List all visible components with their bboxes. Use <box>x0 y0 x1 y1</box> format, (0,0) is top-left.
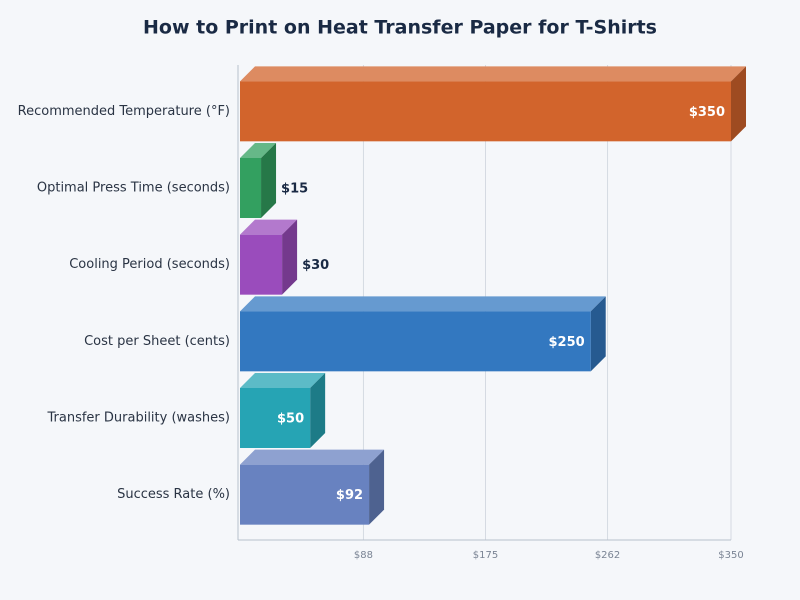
bar <box>240 234 283 295</box>
bar-side <box>310 373 326 448</box>
x-tick-label: $175 <box>473 550 498 561</box>
y-tick-label: Optimal Press Time (seconds) <box>37 181 230 196</box>
x-tick-label: $350 <box>718 550 743 561</box>
value-label: $350 <box>689 105 725 120</box>
bar-top <box>240 219 298 235</box>
value-label: $250 <box>549 335 585 350</box>
bar-top <box>240 449 385 465</box>
value-label: $50 <box>277 412 304 427</box>
y-tick-label: Transfer Durability (washes) <box>46 411 230 426</box>
bar <box>240 81 731 142</box>
bar-top <box>240 66 746 82</box>
bar-top <box>240 373 326 388</box>
y-tick-label: Recommended Temperature (°F) <box>18 104 230 119</box>
bar <box>240 464 370 525</box>
bar-side <box>369 449 385 525</box>
bar <box>240 158 262 218</box>
chart-title: How to Print on Heat Transfer Paper for … <box>143 17 657 39</box>
y-tick-label: Cooling Period (seconds) <box>69 257 230 272</box>
bar-side <box>261 143 277 218</box>
value-label: $92 <box>336 488 363 503</box>
x-tick-label: $88 <box>354 550 373 561</box>
bar-top <box>240 143 277 158</box>
bar-top <box>240 296 606 312</box>
bar-side <box>590 296 606 372</box>
bar-side <box>282 219 298 295</box>
bar <box>240 311 591 372</box>
value-label: $15 <box>281 182 308 197</box>
y-tick-label: Success Rate (%) <box>117 487 230 502</box>
bar <box>240 388 311 448</box>
bar-side <box>731 66 746 142</box>
x-tick-label: $262 <box>595 550 620 561</box>
y-tick-label: Cost per Sheet (cents) <box>84 334 230 349</box>
value-label: $30 <box>302 258 329 273</box>
